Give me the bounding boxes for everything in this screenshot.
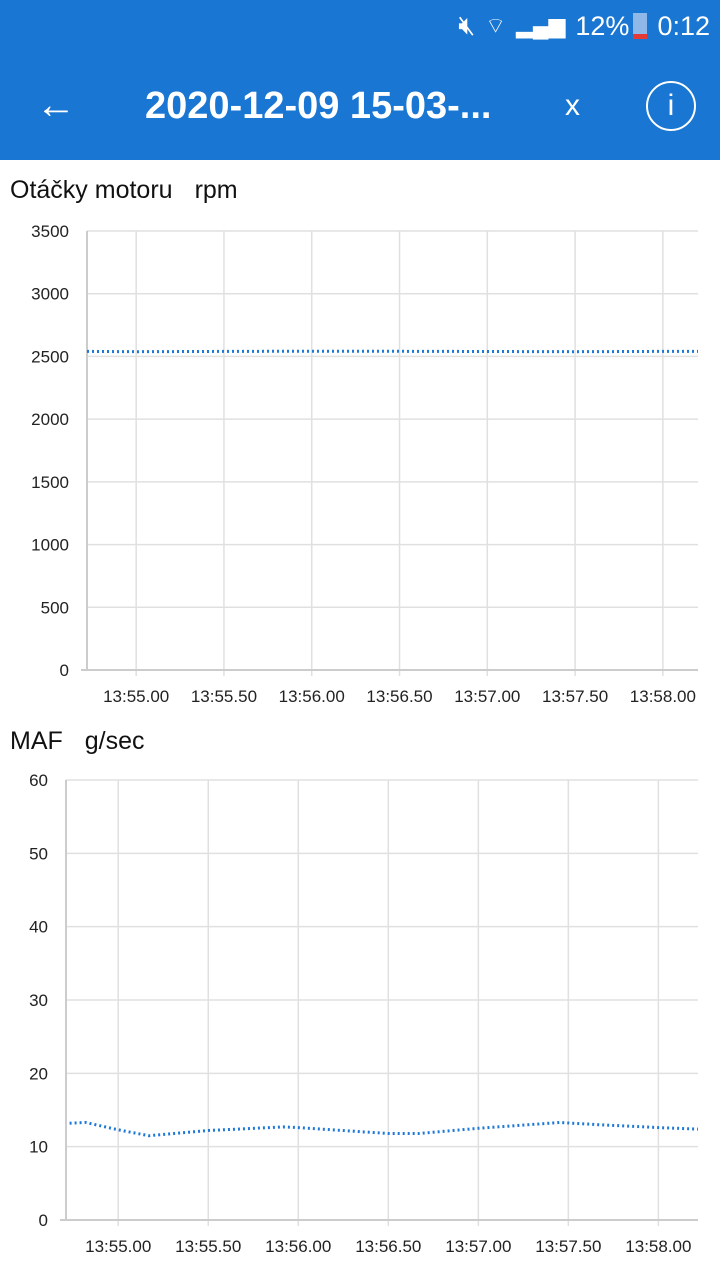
y-tick-label: 0 (60, 661, 69, 680)
x-tick-label: 13:58.00 (625, 1237, 691, 1256)
y-tick-label: 2500 (31, 347, 69, 366)
y-tick-label: 60 (29, 771, 48, 790)
y-tick-label: 1000 (31, 536, 69, 555)
y-tick-label: 50 (29, 844, 48, 863)
x-tick-label: 13:56.00 (279, 687, 345, 706)
x-tick-label: 13:55.50 (175, 1237, 241, 1256)
chart-title: Otáčky motoru (10, 176, 173, 204)
y-tick-label: 40 (29, 918, 48, 937)
x-tick-label: 13:55.00 (103, 687, 169, 706)
y-tick-label: 0 (39, 1211, 48, 1230)
y-tick-label: 3000 (31, 285, 69, 304)
y-tick-label: 3500 (31, 222, 69, 241)
x-tick-label: 13:56.00 (265, 1237, 331, 1256)
data-line (69, 1120, 699, 1138)
status-bar: 🔇︎ ⌔ ▂▄▆ 12% 0:12 (0, 0, 720, 52)
y-tick-label: 20 (29, 1064, 48, 1083)
info-icon[interactable]: i (646, 81, 696, 131)
y-tick-label: 10 (29, 1138, 48, 1157)
y-tick-label: 30 (29, 991, 48, 1010)
back-arrow-icon[interactable]: ← (36, 83, 76, 127)
x-tick-label: 13:57.50 (542, 687, 608, 706)
x-tick-label: 13:57.00 (454, 687, 520, 706)
x-tick-label: 13:55.00 (85, 1237, 151, 1256)
chart-title-maf: MAF g/sec (10, 727, 167, 756)
y-tick-label: 2000 (31, 410, 69, 429)
x-tick-label: 13:56.50 (366, 687, 432, 706)
clock: 0:12 (657, 10, 710, 41)
data-line (86, 349, 698, 354)
battery-percent: 12% (575, 10, 630, 41)
mute-icon: 🔇︎ (458, 10, 476, 40)
battery-icon (633, 13, 648, 39)
x-tick-label: 13:57.50 (535, 1237, 601, 1256)
x-tick-label: 13:57.00 (445, 1237, 511, 1256)
signal-icon: ▂▄▆ (515, 13, 566, 38)
x-tick-label: 13:56.50 (355, 1237, 421, 1256)
wifi-icon: ⌔ (485, 13, 506, 38)
y-tick-label: 500 (41, 598, 69, 617)
chart-unit: rpm (194, 176, 238, 204)
x-tick-label: 13:58.00 (630, 687, 696, 706)
close-button[interactable]: x (565, 89, 580, 122)
y-tick-label: 1500 (31, 473, 69, 492)
chart-title-rpm: Otáčky motoru rpm (10, 176, 260, 205)
chart-title: MAF (10, 727, 63, 755)
app-bar: ← 2020-12-09 15-03-... x i (0, 52, 720, 160)
page-title: 2020-12-09 15-03-... (145, 85, 492, 127)
chart-unit: g/sec (84, 727, 145, 755)
x-tick-label: 13:55.50 (191, 687, 257, 706)
